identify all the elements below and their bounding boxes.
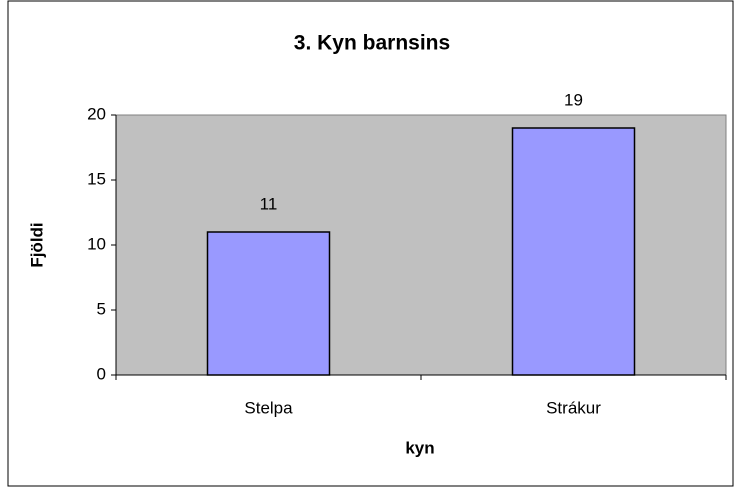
chart-title: 3. Kyn barnsins [294, 32, 450, 55]
y-axis-label: Fjöldi [27, 222, 46, 267]
y-tick-label: 15 [87, 169, 106, 188]
y-tick-label: 10 [87, 234, 106, 253]
data-label: 19 [564, 90, 583, 109]
x-tick-label: Strákur [546, 398, 601, 417]
y-tick-label: 5 [97, 299, 106, 318]
bar [511, 127, 636, 376]
y-tick-label: 0 [97, 364, 106, 383]
x-tick-label: Stelpa [244, 398, 293, 417]
bar [206, 231, 331, 376]
y-tick-label: 20 [87, 104, 106, 123]
data-label: 11 [260, 194, 278, 213]
x-axis-label: kyn [405, 438, 434, 457]
